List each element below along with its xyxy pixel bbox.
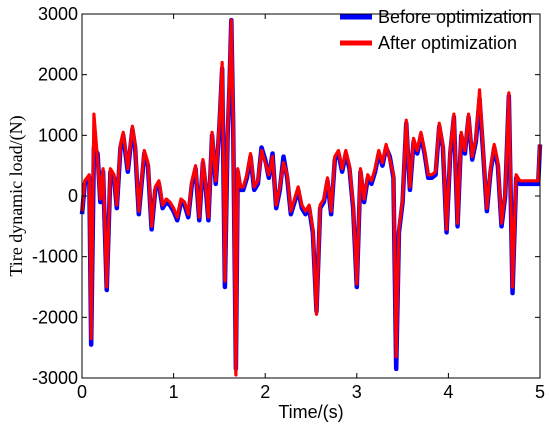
x-tick-label: 1 bbox=[169, 382, 179, 402]
legend: Before optimization After optimization bbox=[340, 7, 532, 53]
x-tick-label: 2 bbox=[260, 382, 270, 402]
series-layer bbox=[79, 17, 543, 377]
x-tick-label: 5 bbox=[535, 382, 545, 402]
y-tick-label: 1000 bbox=[38, 125, 78, 145]
y-tick-label: 0 bbox=[68, 186, 78, 206]
x-tick-label: 4 bbox=[443, 382, 453, 402]
y-tick-label: 2000 bbox=[38, 65, 78, 85]
ticks-layer bbox=[81, 13, 541, 379]
x-axis-label: Time/(s) bbox=[278, 402, 343, 422]
x-tick-label: 3 bbox=[352, 382, 362, 402]
legend-label-after-optimization: After optimization bbox=[378, 33, 517, 53]
series-line-after-optimization bbox=[80, 18, 542, 377]
y-tick-label: 3000 bbox=[38, 4, 78, 24]
y-tick-label: -3000 bbox=[32, 368, 78, 388]
y-axis-label: Tire dynamic load/(N) bbox=[6, 115, 27, 276]
labels-layer: 0 1 2 3 4 5 -3000 -2000 -1000 0 1000 2000 3000 bbox=[32, 4, 545, 402]
y-tick-label: -2000 bbox=[32, 307, 78, 327]
legend-label-before-optimization: Before optimization bbox=[378, 7, 532, 27]
x-tick-label: 0 bbox=[77, 382, 87, 402]
y-tick-label: -1000 bbox=[32, 247, 78, 267]
